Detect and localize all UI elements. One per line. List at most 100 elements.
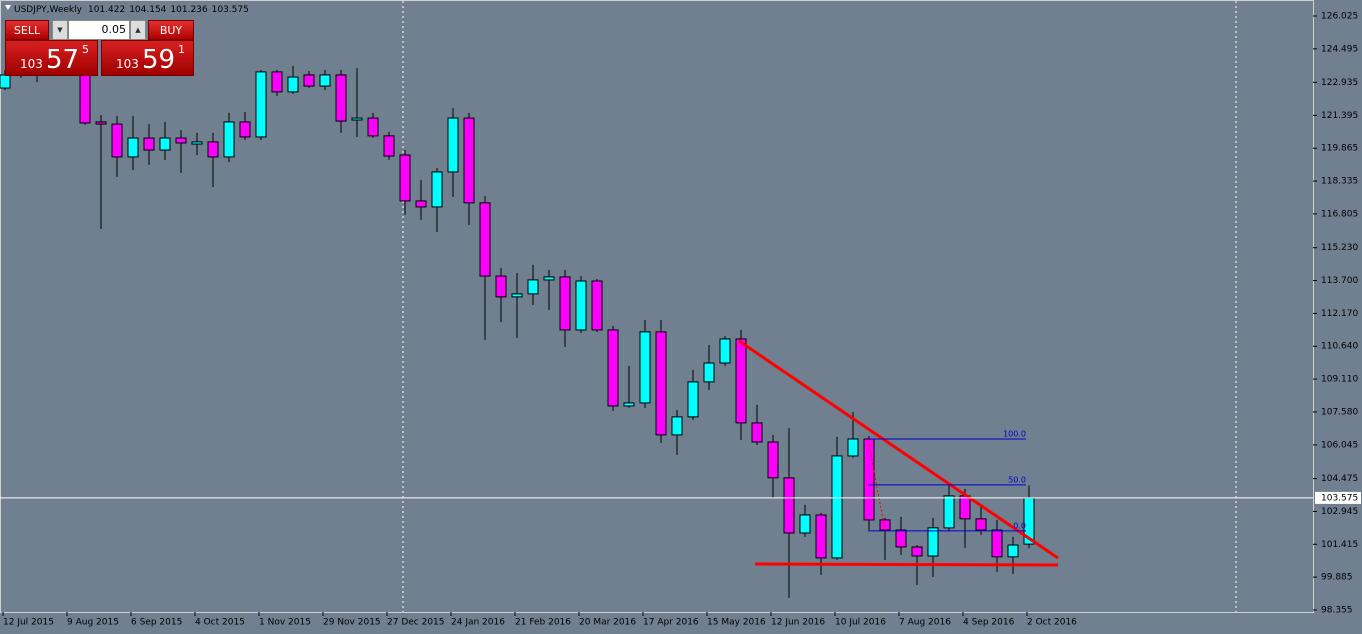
candle-body bbox=[831, 455, 843, 559]
price-label-box bbox=[1315, 491, 1361, 504]
candle-body bbox=[95, 121, 107, 125]
candle-body bbox=[655, 331, 667, 436]
candle-body bbox=[223, 121, 235, 158]
x-tick-label: 15 May 2016 bbox=[707, 618, 766, 628]
candle-body bbox=[991, 529, 1003, 558]
candle-body bbox=[127, 137, 139, 158]
candle-body bbox=[815, 514, 827, 559]
x-tick-label: 20 Mar 2016 bbox=[579, 618, 636, 628]
candle-body bbox=[847, 438, 859, 457]
candle-body bbox=[543, 276, 555, 281]
candle-body bbox=[239, 121, 251, 138]
candle-body bbox=[447, 117, 459, 173]
y-tick-label: 124.495 bbox=[1321, 44, 1358, 54]
x-tick-label: 1 Nov 2015 bbox=[259, 618, 311, 628]
plot-frame bbox=[0, 0, 1314, 613]
candle-body bbox=[799, 514, 811, 534]
candle-body bbox=[463, 117, 475, 204]
buy-button[interactable]: BUY bbox=[148, 20, 194, 40]
candle-body bbox=[623, 402, 635, 407]
ask-big: 103 bbox=[116, 57, 139, 71]
bid-quote[interactable]: 103 57 5 bbox=[5, 40, 98, 76]
x-tick-label: 17 Apr 2016 bbox=[643, 618, 699, 628]
y-tick-label: 115.230 bbox=[1321, 243, 1358, 253]
support-line bbox=[754, 562, 1059, 567]
candle-body bbox=[415, 200, 427, 208]
bid-frac: 5 bbox=[82, 43, 89, 56]
y-tick-label: 118.335 bbox=[1321, 177, 1358, 187]
candle-body bbox=[863, 438, 875, 521]
candle-body bbox=[191, 141, 203, 145]
y-tick-label: 99.885 bbox=[1321, 573, 1353, 583]
trend-line bbox=[738, 339, 1059, 560]
candle-body bbox=[975, 518, 987, 531]
candle-body bbox=[175, 137, 187, 144]
candle-body bbox=[351, 117, 363, 121]
y-tick-label: 107.580 bbox=[1321, 407, 1358, 417]
x-tick-label: 6 Sep 2015 bbox=[131, 618, 182, 628]
bid-pips: 57 bbox=[46, 45, 80, 75]
y-tick-label: 126.025 bbox=[1321, 11, 1358, 21]
y-tick-label: 110.640 bbox=[1321, 342, 1358, 352]
lot-down[interactable]: ▼ bbox=[52, 20, 68, 40]
lot-up[interactable]: ▲ bbox=[130, 20, 146, 40]
ask-frac: 1 bbox=[178, 43, 185, 56]
candle-body bbox=[527, 279, 539, 295]
y-tick-label: 116.805 bbox=[1321, 209, 1358, 219]
x-tick-label: 27 Dec 2015 bbox=[387, 618, 445, 628]
candle-body bbox=[639, 331, 651, 404]
candle-body bbox=[207, 141, 219, 158]
y-tick-label: 113.700 bbox=[1321, 276, 1358, 286]
y-tick-label: 112.170 bbox=[1321, 309, 1358, 319]
y-tick-label: 106.045 bbox=[1321, 440, 1358, 450]
candle-body bbox=[287, 76, 299, 93]
candle-body bbox=[719, 338, 731, 364]
y-tick-label: 98.355 bbox=[1321, 605, 1353, 615]
candle-body bbox=[767, 441, 779, 479]
x-tick-label: 2 Oct 2016 bbox=[1027, 618, 1077, 628]
candle-body bbox=[383, 135, 395, 157]
candle-body bbox=[783, 477, 795, 534]
candle-body bbox=[959, 495, 971, 520]
fibo-label: 0.0 bbox=[1013, 521, 1026, 530]
candle-body bbox=[927, 527, 939, 557]
ask-pips: 59 bbox=[142, 45, 176, 75]
header-open: 101.422 bbox=[88, 5, 125, 15]
candle-body bbox=[399, 154, 411, 202]
candle-body bbox=[703, 362, 715, 383]
candle-body bbox=[735, 338, 747, 424]
candle-body bbox=[591, 280, 603, 331]
candle-body bbox=[479, 202, 491, 277]
candle-body bbox=[687, 381, 699, 418]
x-tick-label: 21 Feb 2016 bbox=[515, 618, 571, 628]
candle-body bbox=[895, 529, 907, 548]
x-tick-label: 4 Sep 2016 bbox=[963, 618, 1015, 628]
sell-button[interactable]: SELL bbox=[5, 20, 49, 40]
x-tick-label: 4 Oct 2015 bbox=[195, 618, 245, 628]
x-tick-label: 12 Jul 2015 bbox=[3, 618, 54, 628]
price-label: 103.575 bbox=[1321, 493, 1358, 503]
candle-body bbox=[671, 416, 683, 436]
candle-body bbox=[255, 71, 267, 138]
y-tick-label: 122.935 bbox=[1321, 78, 1358, 88]
candle-body bbox=[495, 275, 507, 298]
candle-body bbox=[559, 276, 571, 331]
x-tick-label: 24 Jan 2016 bbox=[451, 618, 505, 628]
x-tick-label: 9 Aug 2015 bbox=[67, 618, 119, 628]
y-tick-label: 109.110 bbox=[1321, 375, 1358, 385]
candle-body bbox=[111, 123, 123, 158]
symbol: USDJPY,Weekly bbox=[14, 5, 83, 15]
lot-input[interactable]: 0.05 bbox=[68, 20, 130, 40]
header-close: 103.575 bbox=[212, 5, 249, 15]
trade-panel: SELL ▼ 0.05 ▲ BUY 103 57 5 103 59 1 bbox=[5, 18, 194, 76]
candle-body bbox=[303, 74, 315, 87]
header-low: 101.236 bbox=[170, 5, 207, 15]
y-tick-label: 119.865 bbox=[1321, 144, 1358, 154]
candle-body bbox=[367, 117, 379, 137]
candle-body bbox=[575, 280, 587, 331]
candle-body bbox=[1007, 544, 1019, 558]
ask-quote[interactable]: 103 59 1 bbox=[101, 40, 194, 76]
candle-body bbox=[0, 74, 11, 89]
candle-body bbox=[335, 74, 347, 122]
